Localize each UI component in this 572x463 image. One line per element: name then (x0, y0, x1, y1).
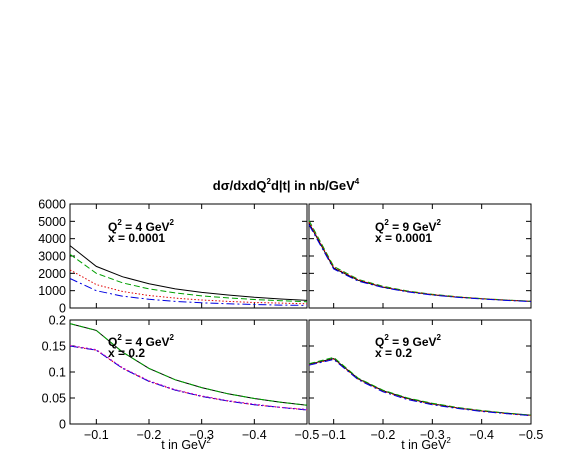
panel-bottom-left: 0 0.05 0.1 0.15 0.2 −0.1 −0.2 −0.3 −0.4 −0.5 Q2 = … (42, 314, 320, 443)
y-tick-label: 0.15 (42, 340, 66, 354)
panel-annotation-x: x = 0.0001 (375, 231, 432, 245)
y-tick-label: 0.2 (49, 314, 66, 328)
series-line (69, 245, 308, 301)
panel-annotation-q2: Q2 = 9 GeV2 (375, 333, 442, 349)
series-line (308, 224, 532, 303)
x-tick-label: −0.4 (469, 428, 494, 442)
series-line (69, 323, 308, 406)
y-tick-label: 6000 (38, 198, 66, 212)
y-tick-label: 4000 (38, 232, 66, 246)
y-tick-label: 0.05 (42, 392, 66, 406)
series-line (69, 345, 308, 410)
plot-frame (69, 319, 308, 425)
series-line (69, 278, 308, 306)
series-line (69, 345, 308, 411)
y-tick-label: 0 (59, 418, 66, 432)
panel-annotation-q2: Q2 = 9 GeV2 (375, 218, 442, 234)
y-tick-label: 1000 (38, 284, 66, 298)
series-line (308, 358, 532, 417)
x-axis-title-left: t in GeV2 (161, 436, 211, 452)
x-tick-label: −0.1 (321, 428, 346, 442)
y-tick-label: 2000 (38, 267, 66, 281)
x-tick-label: −0.5 (295, 428, 320, 442)
y-tick-label: 5000 (38, 215, 66, 229)
panel-annotation-x: x = 0.2 (108, 346, 145, 360)
figure-title: dσ/dxdQ2d|t| in nb/GeV4 (213, 177, 360, 193)
x-tick-label: −0.4 (242, 428, 267, 442)
series-line (69, 269, 308, 305)
y-tick-label: 3000 (38, 250, 66, 264)
x-tick-label: −0.3 (189, 428, 214, 442)
x-tick-label: −0.5 (519, 428, 544, 442)
panel-annotation-x: x = 0.0001 (108, 231, 165, 245)
x-tick-label: −0.2 (371, 428, 396, 442)
x-tick-label: −0.3 (420, 428, 445, 442)
x-tick-label: −0.1 (84, 428, 109, 442)
panel-annotation-q2: Q2 = 4 GeV2 (108, 333, 175, 349)
panel-annotation-q2: Q2 = 4 GeV2 (108, 218, 175, 234)
series-line (308, 356, 532, 416)
y-tick-label: 0 (59, 302, 66, 316)
series-line (69, 253, 308, 303)
x-axis-title-right: t in GeV2 (401, 436, 451, 452)
series-line (308, 358, 532, 417)
x-tick-label: −0.2 (137, 428, 162, 442)
panel-annotation-x: x = 0.2 (375, 346, 412, 360)
y-tick-label: 0.1 (49, 366, 66, 380)
